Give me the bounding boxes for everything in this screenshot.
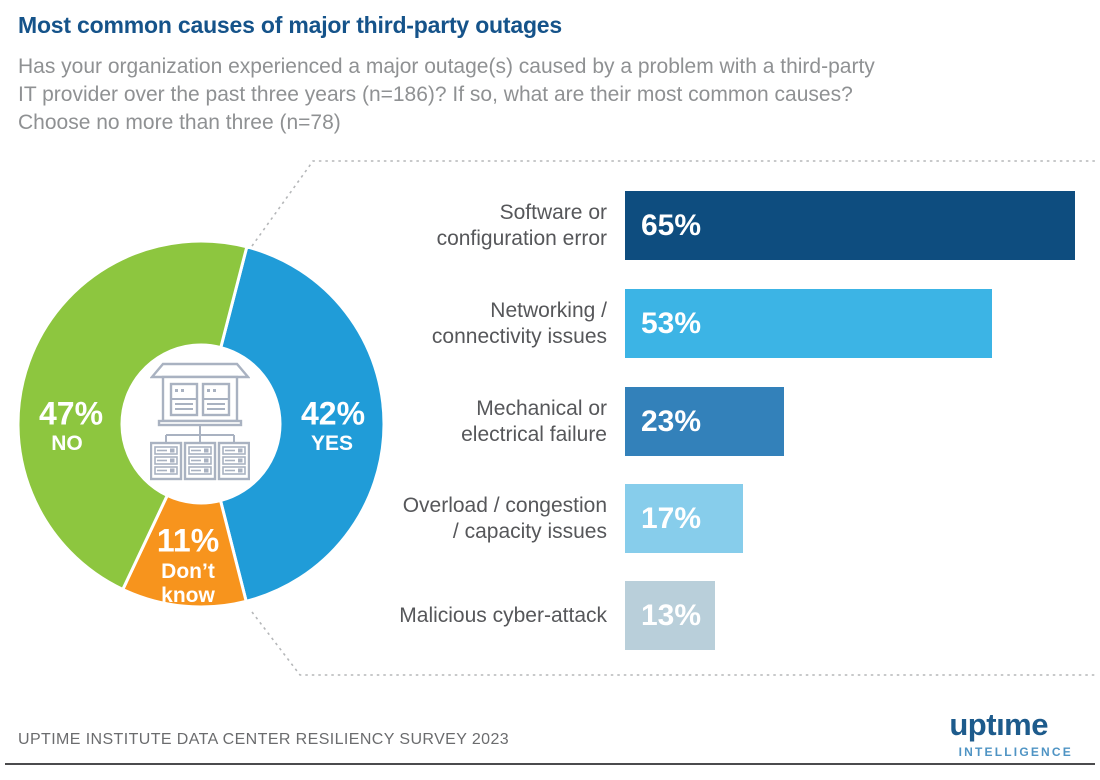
bar-category-label: Software or configuration error (380, 191, 607, 260)
bar-4: 17% (625, 484, 743, 553)
uptime-logo-wordmark: uptıme (949, 707, 1048, 742)
bar-category-line-1: Malicious cyber-attack (399, 603, 607, 627)
donut-word-dont_know-1: Don’t (161, 560, 215, 583)
donut-word-no-1: NO (51, 432, 83, 455)
bar-value-label: 53% (641, 306, 702, 340)
bar-row-2: Networking / connectivity issues 53% (0, 289, 1100, 358)
bar-value-label: 13% (641, 598, 702, 632)
donut-value-dont_know: 11% (156, 522, 220, 559)
bar-1: 65% (625, 191, 1075, 260)
bar-category-label: Malicious cyber-attack (380, 581, 607, 650)
footer-rule (5, 763, 1095, 765)
bar-3: 23% (625, 387, 784, 456)
bar-row-4: Overload / congestion / capacity issues 17… (0, 484, 1100, 553)
donut-word-yes-1: YES (310, 432, 354, 455)
uptime-logo-tagline: INTELLIGENCE (958, 745, 1073, 759)
datacenter-icon (150, 362, 250, 481)
chart-subtitle: Has your organization experienced a majo… (18, 53, 875, 137)
subtitle-line-1: Has your organization experienced a majo… (18, 55, 875, 78)
bar-row-1: Software or configuration error 65% (0, 191, 1100, 260)
bar-category-line-1: Mechanical or (476, 396, 607, 420)
bar-value-label: 17% (641, 501, 702, 535)
bar-category-line-1: Networking / (490, 298, 607, 322)
bar-category-line-2: / capacity issues (452, 519, 607, 543)
donut-slice-yes (218, 244, 386, 604)
donut-value-no: 47% (38, 395, 104, 432)
donut-slice-no (16, 239, 249, 592)
bar-row-3: Mechanical or electrical failure 23% (0, 387, 1100, 456)
donut-word-dont_know-2: know (161, 584, 215, 607)
bar-2: 53% (625, 289, 992, 358)
bar-value-label: 23% (641, 404, 702, 438)
page-title: Most common causes of major third-party … (18, 12, 562, 38)
bar-5: 13% (625, 581, 715, 650)
footer-survey-text: UPTIME INSTITUTE DATA CENTER RESILIENCY … (18, 731, 510, 748)
bar-row-5: Malicious cyber-attack 13% (0, 581, 1100, 650)
bar-category-line-2: electrical failure (461, 422, 607, 446)
bar-category-label: Networking / connectivity issues (380, 289, 607, 358)
bar-value-label: 65% (641, 208, 702, 242)
bar-category-label: Mechanical or electrical failure (380, 387, 607, 456)
bar-category-line-1: Software or (499, 200, 607, 224)
bar-category-label: Overload / congestion / capacity issues (380, 484, 607, 553)
subtitle-line-3: Choose no more than three (n=78) (18, 111, 341, 134)
donut-chart (16, 239, 386, 609)
subtitle-line-2: IT provider over the past three years (n… (18, 83, 853, 106)
bar-category-line-2: connectivity issues (431, 324, 607, 348)
bar-category-line-2: configuration error (436, 226, 607, 250)
donut-value-yes: 42% (300, 395, 366, 432)
bar-category-line-1: Overload / congestion (402, 493, 607, 517)
